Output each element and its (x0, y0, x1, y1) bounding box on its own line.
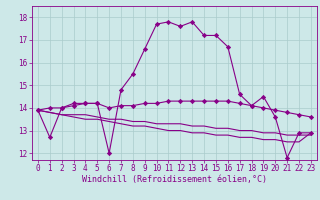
X-axis label: Windchill (Refroidissement éolien,°C): Windchill (Refroidissement éolien,°C) (82, 175, 267, 184)
